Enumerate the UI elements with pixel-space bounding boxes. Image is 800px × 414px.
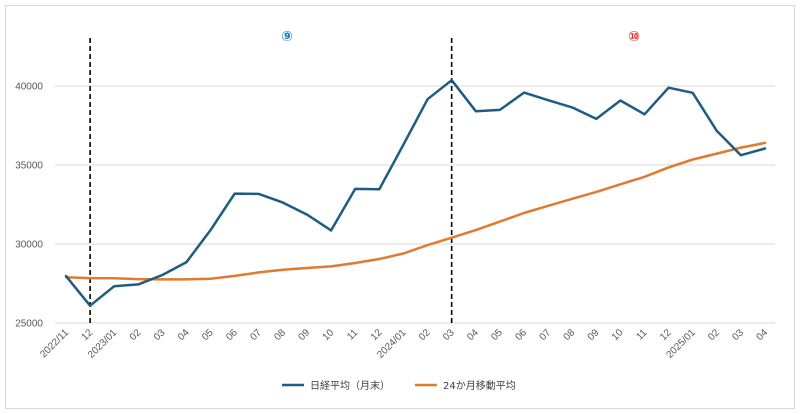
x-tick-label: 10 xyxy=(321,327,337,343)
x-tick-label: 02 xyxy=(417,327,433,343)
y-tick-label: 35000 xyxy=(15,161,43,172)
y-tick-label: 30000 xyxy=(15,240,43,251)
x-tick-label: 03 xyxy=(730,327,746,343)
y-tick-label: 40000 xyxy=(15,82,43,93)
series-lines xyxy=(64,78,767,307)
legend-label-2: 24か月移動平均 xyxy=(443,379,516,392)
x-tick-label: 02 xyxy=(128,327,144,343)
x-tick-label: 12 xyxy=(80,327,96,343)
x-tick-label: 08 xyxy=(562,327,578,343)
x-tick-label: 2022/11 xyxy=(38,327,71,360)
x-tick-label: 11 xyxy=(634,327,649,342)
x-tick-label: 12 xyxy=(369,327,385,343)
legend-label-1: 日経平均（月末） xyxy=(310,379,390,392)
x-tick-label: 03 xyxy=(441,327,457,343)
series-line-1 xyxy=(64,78,767,307)
x-tick-label: 08 xyxy=(272,327,288,343)
x-tick-label: 03 xyxy=(152,327,168,343)
chart-frame xyxy=(5,5,795,409)
x-tick-label: 04 xyxy=(465,327,481,343)
x-tick-label: 10 xyxy=(610,327,626,343)
y-tick-label: 25000 xyxy=(15,319,43,330)
gridlines xyxy=(55,85,775,324)
x-tick-label: 07 xyxy=(538,327,554,343)
x-tick-label: 06 xyxy=(513,327,529,343)
x-tick-label: 05 xyxy=(200,327,216,343)
x-tick-label: 04 xyxy=(754,327,770,343)
x-tick-label: 12 xyxy=(658,327,674,343)
x-tick-label: 04 xyxy=(176,327,192,343)
period-marker-1: ⑨ xyxy=(281,29,293,45)
legend: 日経平均（月末） 24か月移動平均 xyxy=(282,379,516,392)
series-line-2 xyxy=(64,141,767,281)
y-axis-ticks: 25000 30000 35000 40000 xyxy=(15,82,43,330)
x-tick-label: 11 xyxy=(345,327,360,342)
x-tick-label: 06 xyxy=(224,327,240,343)
x-tick-label: 09 xyxy=(297,327,313,343)
x-tick-label: 05 xyxy=(489,327,505,343)
x-tick-label: 09 xyxy=(586,327,602,343)
x-tick-label: 02 xyxy=(706,327,722,343)
period-marker-2: ⑩ xyxy=(628,29,640,45)
x-tick-label: 07 xyxy=(248,327,264,343)
